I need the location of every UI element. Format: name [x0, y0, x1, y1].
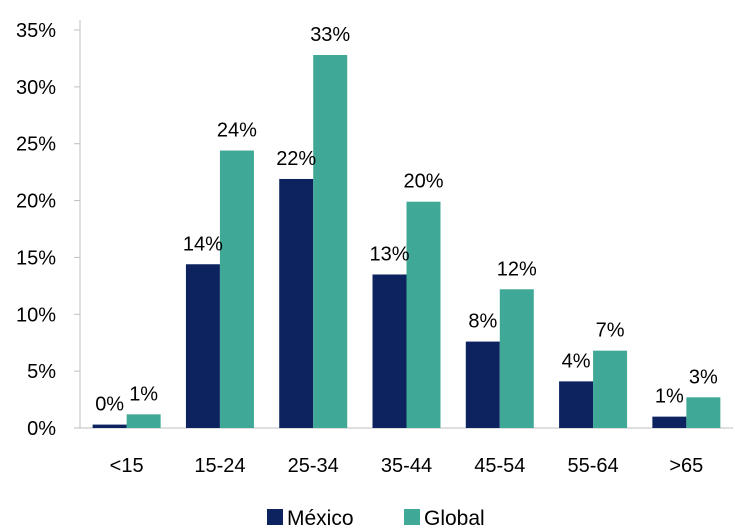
y-tick-label: 10%	[16, 304, 56, 326]
y-axis-ticks: 0% 5% 10% 15% 20% 25% 30% 35%	[16, 20, 80, 440]
data-label: 0%	[95, 394, 124, 416]
x-tick-label: <15	[110, 455, 144, 477]
data-label: 1%	[655, 386, 684, 408]
data-label: 20%	[403, 171, 443, 193]
data-label: 33%	[310, 24, 350, 46]
data-label: 13%	[369, 243, 409, 265]
y-tick-label: 30%	[16, 77, 56, 99]
x-tick-label: 55-64	[567, 455, 618, 477]
bar-global	[593, 350, 628, 428]
data-label: 24%	[217, 120, 257, 142]
y-tick-label: 15%	[16, 247, 56, 269]
legend-swatch	[404, 509, 420, 525]
x-tick-label: >65	[669, 455, 703, 477]
y-tick-label: 25%	[16, 134, 56, 156]
bar-mexico	[185, 264, 220, 428]
bar-global	[499, 289, 534, 428]
legend-label: Global	[424, 507, 485, 527]
data-label: 8%	[468, 311, 497, 333]
data-label: 12%	[497, 258, 537, 280]
bar-global	[313, 55, 348, 428]
legend: México Global	[267, 507, 485, 530]
data-label: 4%	[562, 350, 591, 372]
data-label: 22%	[276, 148, 316, 170]
data-label: 1%	[129, 383, 158, 405]
data-label: 3%	[689, 366, 718, 388]
x-axis-labels: <15 15-24 25-34 35-44 45-54 55-64 >65	[110, 455, 704, 477]
bar-mexico	[372, 274, 407, 428]
bar-mexico	[279, 178, 314, 428]
bar-mexico	[92, 424, 127, 428]
x-tick-label: 25-34	[288, 455, 339, 477]
x-tick-label: 45-54	[474, 455, 525, 477]
bars	[92, 55, 721, 428]
y-tick-label: 20%	[16, 191, 56, 213]
bar-mexico	[652, 416, 687, 428]
y-tick-label: 35%	[16, 20, 56, 42]
data-labels: 0% 1%14%24%22%33%13%20%8%12%4%7%1%3%	[95, 24, 718, 416]
bar-global	[686, 397, 721, 428]
bar-global	[126, 414, 161, 428]
bar-global	[219, 150, 254, 428]
bar-global	[406, 201, 441, 428]
bar-mexico	[465, 341, 500, 428]
legend-label: México	[287, 507, 354, 527]
bar-mexico	[559, 381, 594, 428]
x-tick-label: 15-24	[194, 455, 245, 477]
data-label: 7%	[596, 320, 625, 342]
data-label: 14%	[183, 233, 223, 255]
x-tick-label: 35-44	[381, 455, 432, 477]
y-tick-label: 5%	[27, 361, 56, 383]
y-tick-label: 0%	[27, 418, 56, 440]
legend-swatch	[267, 509, 283, 525]
